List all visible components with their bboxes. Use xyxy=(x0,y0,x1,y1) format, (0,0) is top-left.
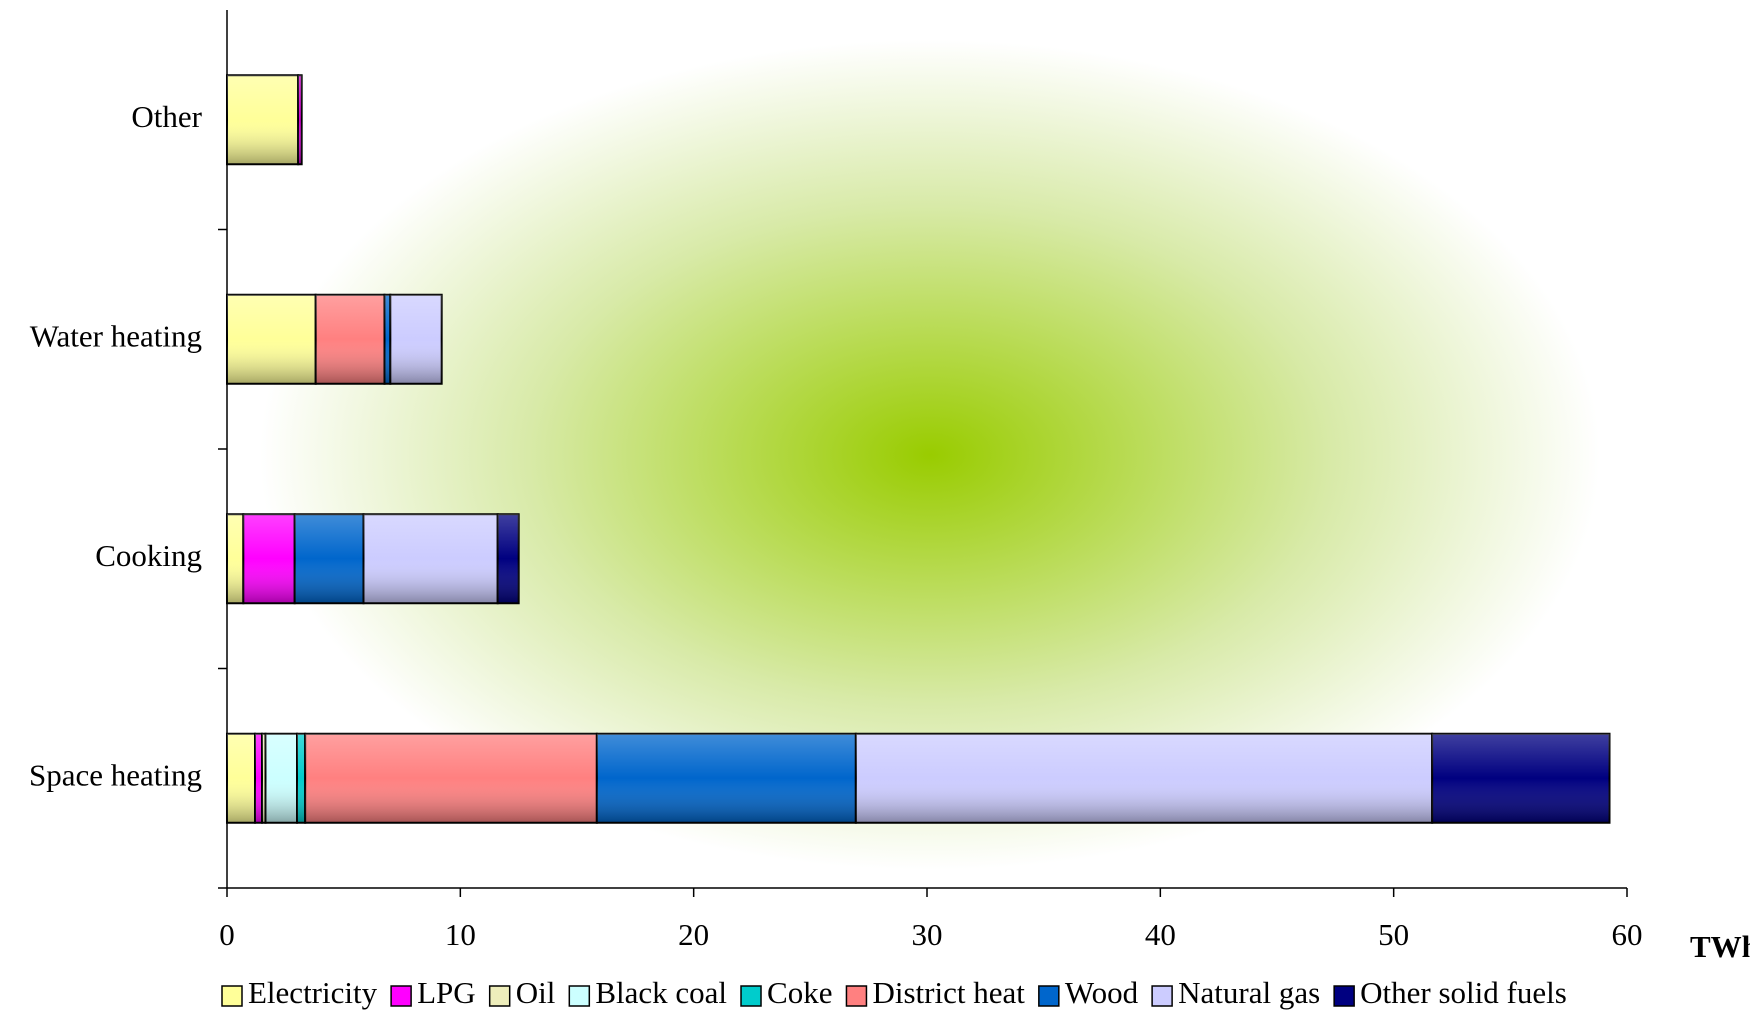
bar-shade xyxy=(363,514,498,604)
bar-shade xyxy=(297,733,306,823)
y-tick-label: Cooking xyxy=(95,538,202,573)
legend-swatch xyxy=(740,985,762,1007)
x-axis-label: TWh xyxy=(1690,929,1750,964)
legend-swatch xyxy=(845,985,868,1007)
y-tick-label: Other xyxy=(131,99,202,134)
x-tick-label: 30 xyxy=(912,917,943,952)
legend-label: LPG xyxy=(417,975,476,1010)
legend-swatch xyxy=(1151,985,1173,1007)
legend-swatch xyxy=(568,985,591,1007)
legend-label: Wood xyxy=(1065,975,1139,1010)
bar-shade xyxy=(227,733,255,823)
bar-shade xyxy=(305,733,597,823)
bar-shade xyxy=(227,294,316,384)
bar-shade xyxy=(384,294,391,384)
x-tick-label: 20 xyxy=(678,917,709,952)
y-tick-label: Water heating xyxy=(30,318,202,353)
bar-shade xyxy=(227,514,244,604)
bar-shade xyxy=(298,75,302,165)
x-tick-label: 40 xyxy=(1145,917,1176,952)
x-tick-label: 50 xyxy=(1378,917,1409,952)
legend-swatch xyxy=(390,985,412,1007)
legend-label: Oil xyxy=(516,975,556,1010)
bar-shade xyxy=(262,733,266,823)
bar-shade xyxy=(1432,733,1610,823)
x-tick-label: 0 xyxy=(219,917,235,952)
y-tick-label: Space heating xyxy=(29,757,202,792)
x-tick-label: 10 xyxy=(445,917,476,952)
x-tick-label: 60 xyxy=(1612,917,1643,952)
legend-label: Other solid fuels xyxy=(1360,975,1567,1010)
legend-swatch xyxy=(221,985,243,1007)
bar-shade xyxy=(855,733,1433,823)
legend-swatch xyxy=(1038,985,1060,1007)
bar-shade xyxy=(243,514,295,604)
legend-label: Coke xyxy=(767,975,832,1010)
bar-shade xyxy=(497,514,519,604)
legend-label: Black coal xyxy=(595,975,727,1010)
bar-shade xyxy=(596,733,856,823)
legend-label: Electricity xyxy=(248,975,378,1010)
legend-swatch xyxy=(1333,985,1355,1007)
bar-shade xyxy=(255,733,262,823)
legend-label: District heat xyxy=(872,975,1025,1010)
bar-shade xyxy=(390,294,442,384)
bar-shade xyxy=(294,514,364,604)
bar-shade xyxy=(265,733,297,823)
bar-shade xyxy=(227,75,299,165)
legend-swatch xyxy=(488,985,511,1007)
bar-shade xyxy=(315,294,385,384)
background xyxy=(260,40,1600,870)
legend-label: Natural gas xyxy=(1178,975,1320,1010)
